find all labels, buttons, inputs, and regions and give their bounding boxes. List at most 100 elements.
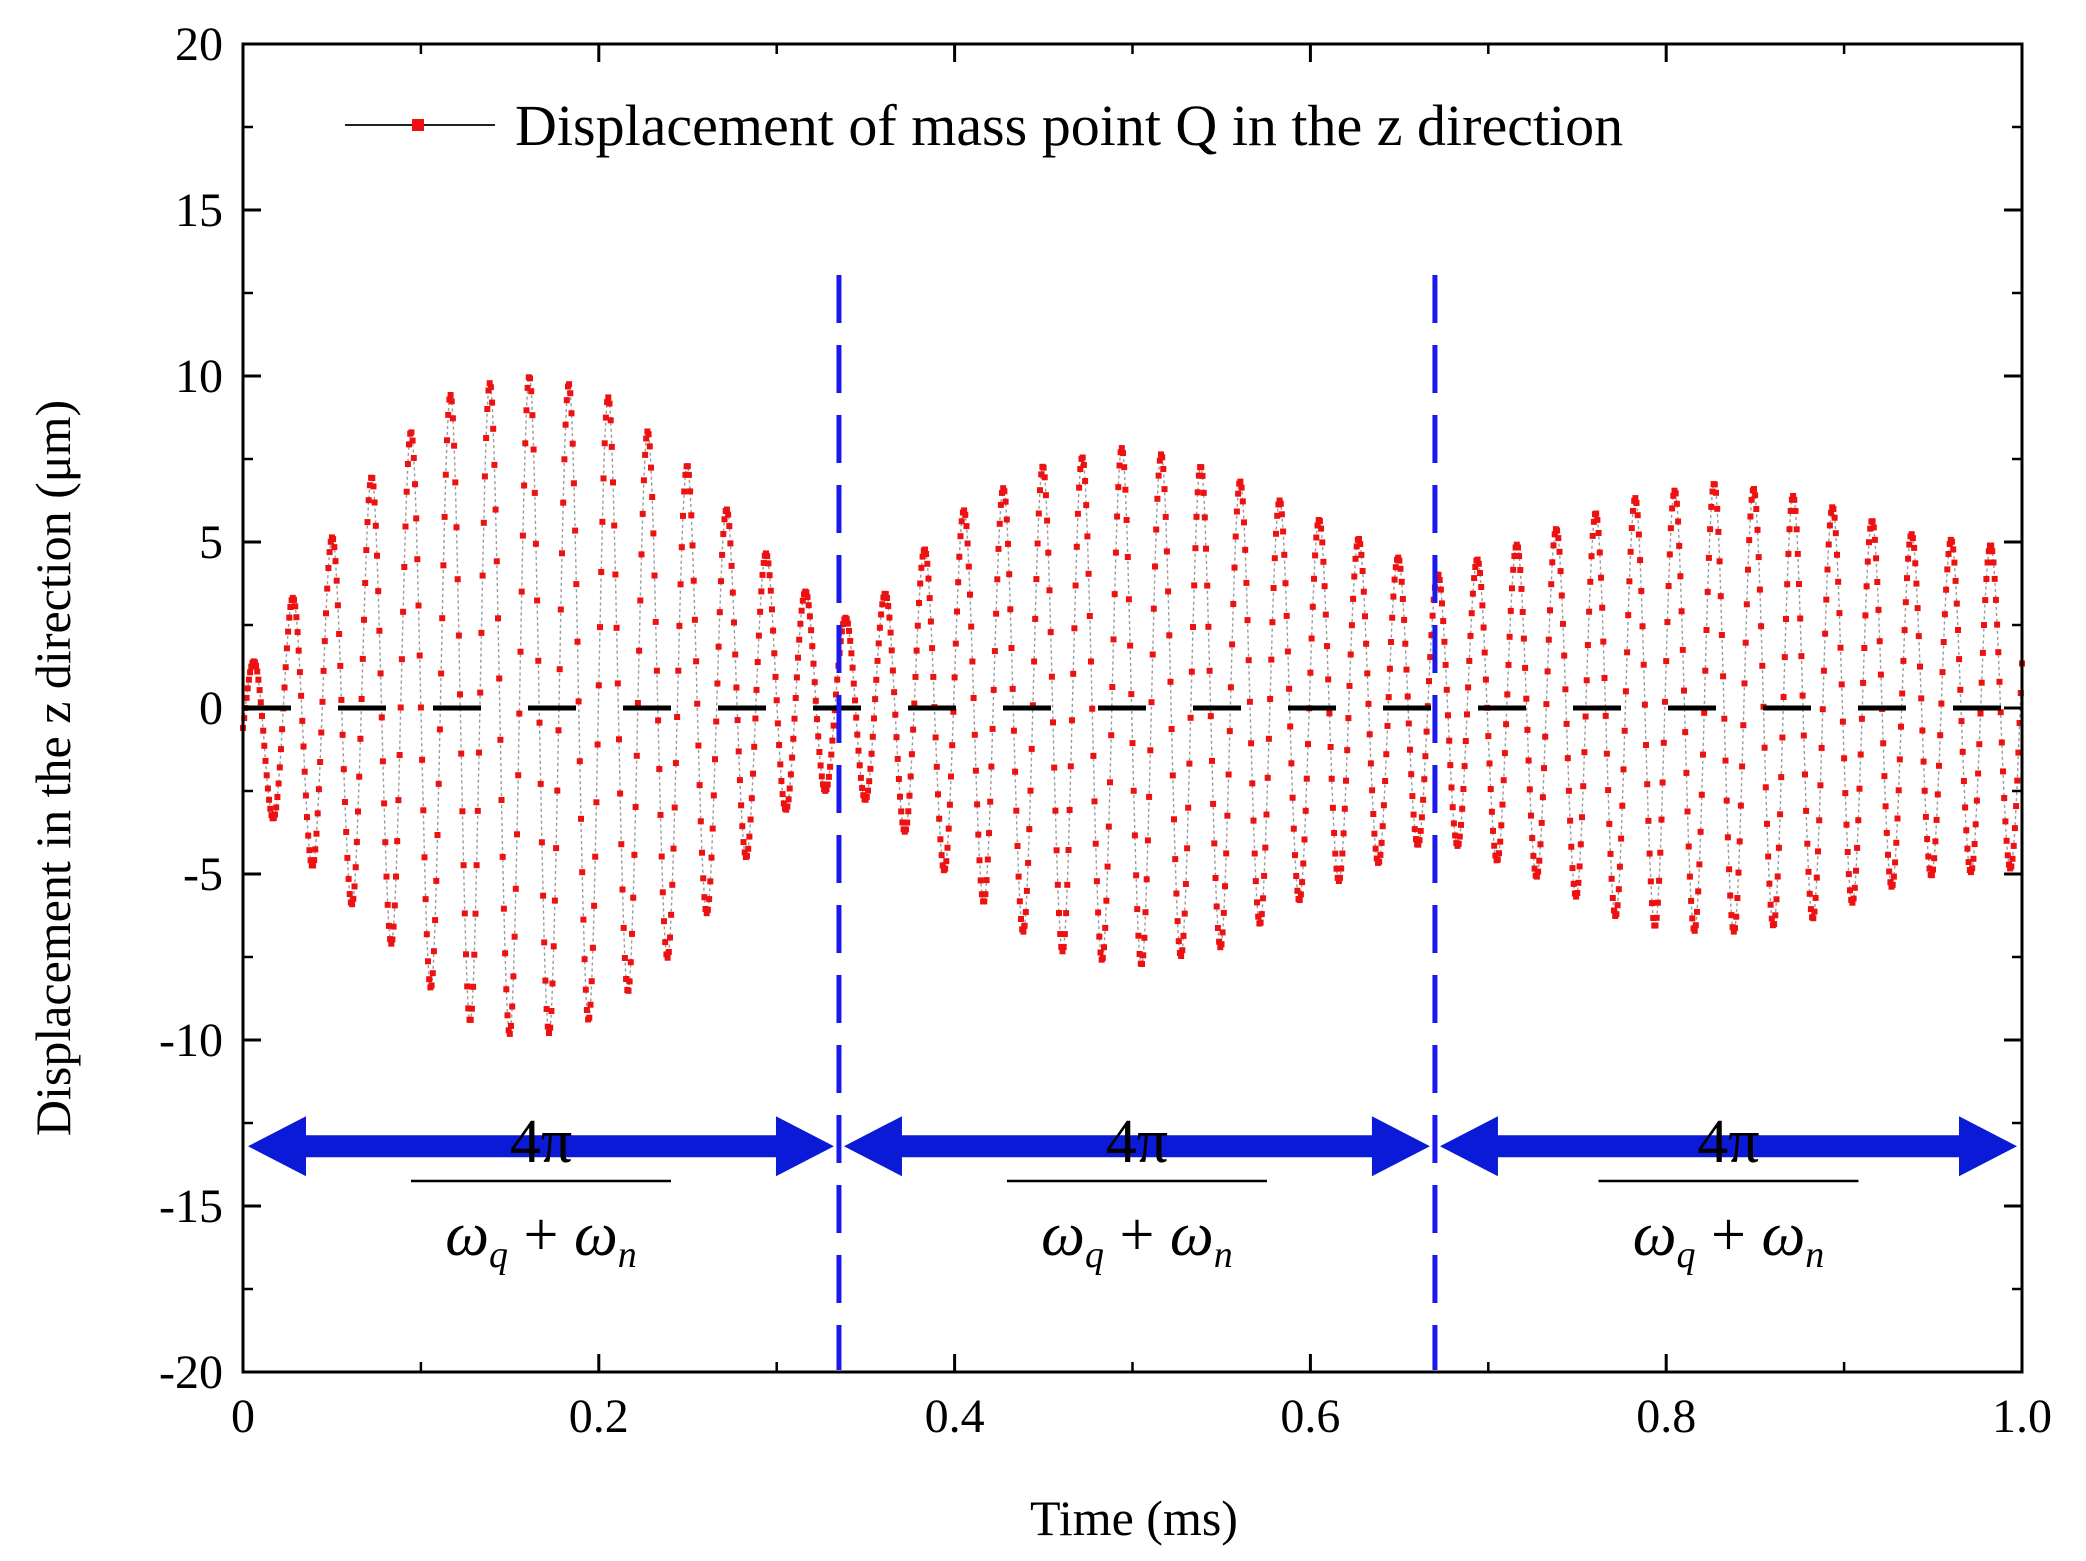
series-marker (1831, 514, 1838, 521)
series-marker (465, 1005, 472, 1012)
series-marker (1845, 871, 1852, 878)
series-marker (897, 793, 903, 800)
series-marker (307, 857, 314, 864)
series-marker (1823, 596, 1830, 603)
series-marker (1171, 816, 1177, 823)
series-marker (933, 763, 940, 770)
series-marker (1694, 908, 1700, 915)
y-tick-label: -20 (159, 1346, 223, 1399)
series-marker (764, 553, 771, 560)
series-marker (988, 763, 995, 770)
series-marker (334, 602, 341, 609)
series-marker (1367, 760, 1374, 767)
series-marker (1439, 600, 1445, 607)
series-marker (748, 795, 755, 802)
series-marker (1239, 498, 1246, 505)
series-marker (1931, 855, 1938, 862)
series-marker (857, 774, 864, 781)
series-marker (1220, 909, 1227, 916)
series-marker (1391, 576, 1398, 583)
series-marker (838, 628, 845, 635)
series-marker (1499, 801, 1506, 808)
series-marker (323, 610, 329, 617)
series-marker (1544, 668, 1551, 675)
series-marker (798, 607, 805, 614)
series-marker (1965, 859, 1972, 866)
series-marker (279, 726, 286, 733)
series-marker (305, 832, 312, 839)
series-marker (1835, 578, 1842, 585)
series-marker (1280, 528, 1287, 535)
series-marker (746, 833, 753, 840)
series-marker (426, 976, 433, 983)
series-marker (723, 506, 730, 513)
series-marker (1531, 865, 1538, 872)
series-marker (336, 631, 343, 637)
series-marker (1676, 542, 1683, 549)
series-marker (799, 597, 806, 604)
series-marker (1533, 873, 1540, 880)
series-marker (606, 400, 613, 407)
series-marker (1348, 622, 1355, 629)
series-marker (1274, 512, 1281, 519)
series-marker (1941, 611, 1948, 618)
series-marker (1054, 881, 1061, 888)
series-marker (1261, 872, 1268, 879)
series-marker (370, 483, 377, 490)
series-marker (1091, 798, 1098, 805)
series-marker (906, 792, 913, 799)
series-marker (995, 545, 1002, 552)
series-marker (1810, 915, 1817, 922)
series-marker (978, 891, 985, 898)
series-marker (811, 679, 818, 686)
series-marker (478, 629, 485, 636)
series-marker (1822, 630, 1829, 637)
series-marker (684, 463, 691, 470)
series-marker (1287, 723, 1294, 730)
series-marker (574, 638, 581, 645)
series-marker (449, 415, 456, 422)
series-marker (814, 716, 820, 723)
series-marker (1714, 505, 1721, 512)
series-marker (1245, 657, 1252, 664)
series-marker (853, 714, 860, 721)
series-marker (416, 652, 423, 659)
series-marker (1598, 574, 1604, 581)
series-marker (560, 499, 567, 506)
series-marker (404, 461, 411, 467)
series-marker (1746, 537, 1753, 544)
series-marker (1791, 496, 1798, 503)
series-marker (398, 656, 405, 663)
series-marker (1060, 944, 1067, 950)
series-marker (912, 673, 919, 680)
series-marker (786, 785, 793, 792)
series-marker (866, 778, 873, 785)
series-marker (1441, 638, 1448, 645)
series-marker (1319, 539, 1326, 546)
series-marker (421, 854, 428, 861)
series-marker (1952, 577, 1959, 584)
series-marker (614, 680, 621, 687)
series-marker (1383, 751, 1390, 758)
series-marker (417, 704, 424, 711)
series-marker (1904, 575, 1910, 582)
series-marker (1267, 696, 1274, 702)
series-marker (1743, 601, 1750, 608)
series-marker (1187, 714, 1194, 721)
series-marker (1286, 685, 1293, 692)
series-marker (1254, 899, 1260, 906)
series-marker (1466, 657, 1473, 664)
series-marker (648, 464, 654, 471)
series-marker (991, 648, 998, 655)
series-marker (1826, 522, 1833, 529)
series-marker (1816, 817, 1823, 824)
series-marker (247, 669, 254, 676)
series-marker (1206, 667, 1213, 674)
series-marker (1764, 820, 1770, 827)
series-marker (1346, 682, 1353, 689)
series-marker (1408, 771, 1415, 778)
series-marker (375, 588, 382, 595)
series-marker (1815, 848, 1821, 855)
series-marker (699, 849, 705, 856)
